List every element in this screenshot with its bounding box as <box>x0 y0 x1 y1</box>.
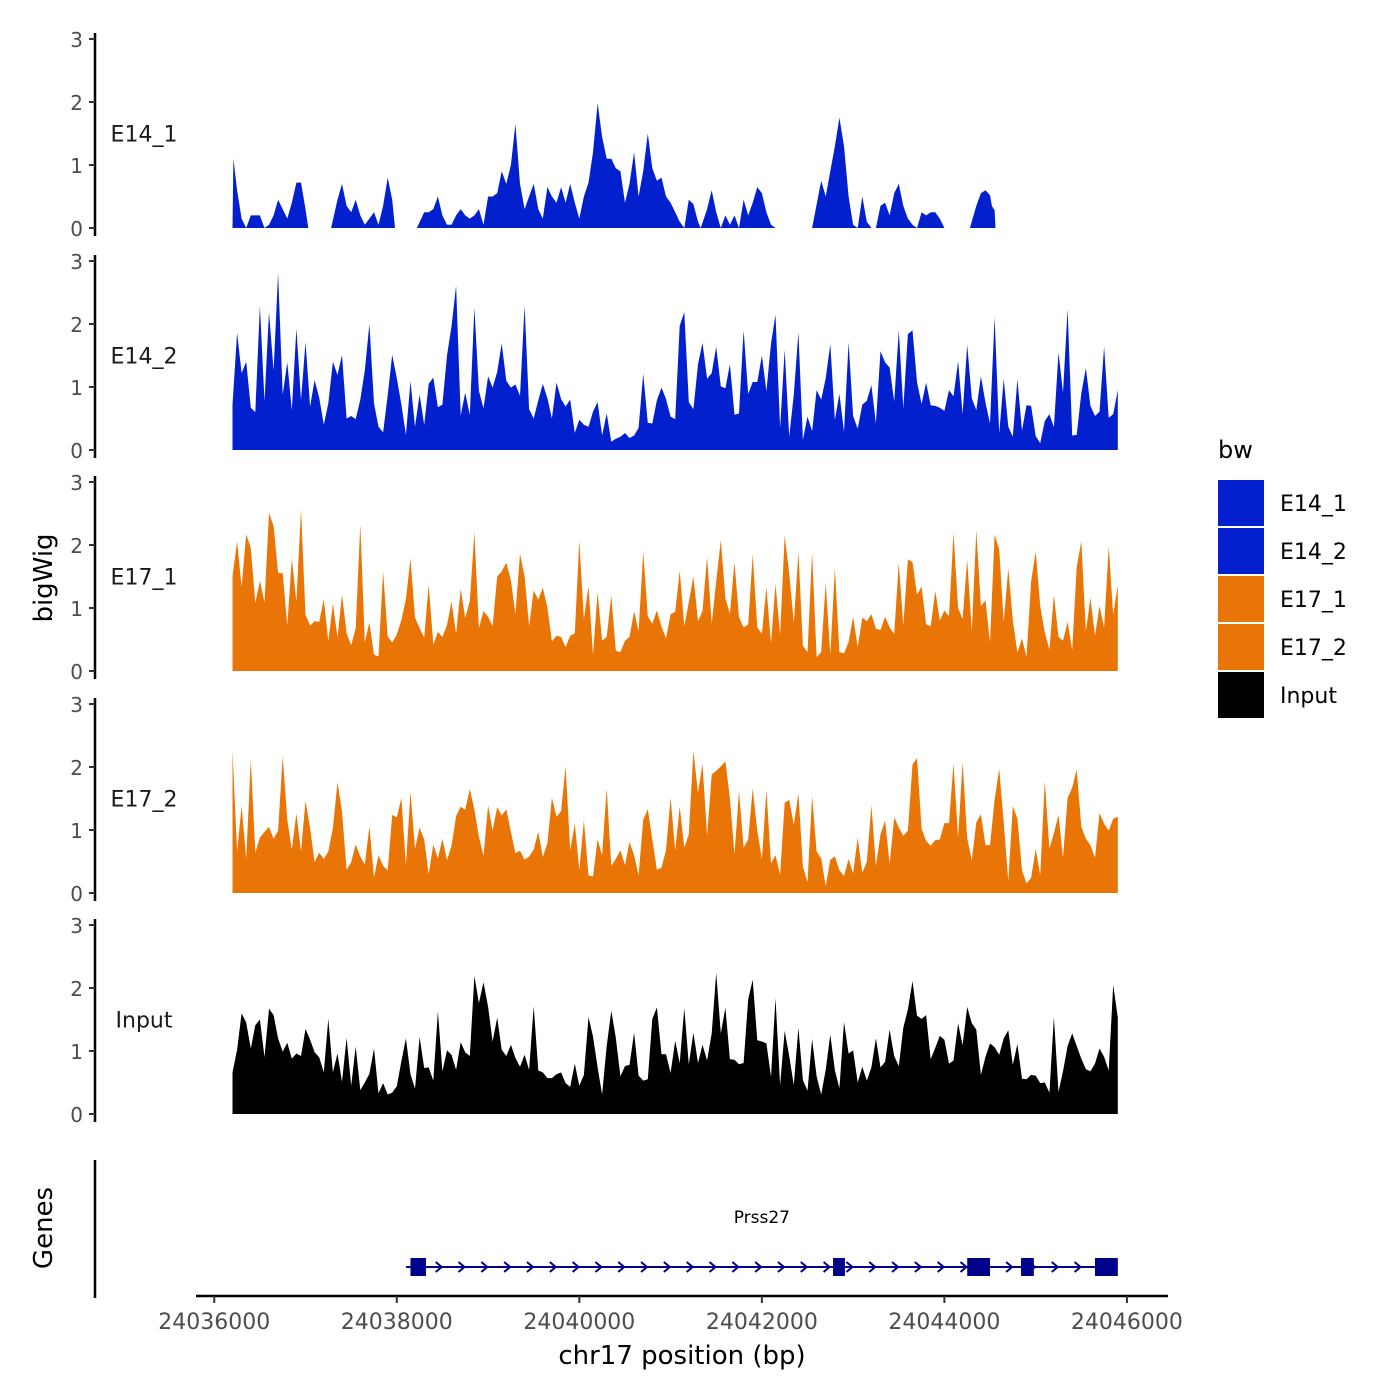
strand-arrow-icon <box>1005 1261 1014 1273</box>
x-tick-label-24038000: 24038000 <box>341 1310 453 1335</box>
genes-track: Prss27 <box>93 1160 1118 1298</box>
strand-arrow-icon <box>640 1261 649 1273</box>
legend: bw E14_1 E14_2 E17_1 E17_2 Input <box>1218 436 1347 718</box>
y-tick-label-e14-2-2: 2 <box>70 313 83 337</box>
track-e14-2: 0 1 2 3 E14_2 <box>70 250 1118 463</box>
legend-swatch-e14-2 <box>1218 528 1264 574</box>
x-tick-label-24036000: 24036000 <box>158 1310 270 1335</box>
legend-swatch-e17-1 <box>1218 576 1264 622</box>
y-tick-label-input-3: 3 <box>70 914 83 938</box>
x-tick-label-24042000: 24042000 <box>706 1310 818 1335</box>
strand-arrow-icon <box>868 1261 877 1273</box>
track-label-e17-1: E17_1 <box>111 566 178 591</box>
gene-prss27: Prss27 <box>405 1208 1118 1276</box>
strand-arrow-icon <box>800 1261 809 1273</box>
y-tick-label-input-2: 2 <box>70 977 83 1001</box>
y-tick-label-e14-1-2: 2 <box>70 91 83 115</box>
exon-5 <box>1094 1258 1118 1276</box>
legend-label-input: Input <box>1280 684 1337 709</box>
y-tick-label-e17-2-1: 1 <box>70 819 83 843</box>
genes-axis-label: Genes <box>29 1187 59 1269</box>
track-label-e14-2: E14_2 <box>111 345 178 370</box>
legend-label-e17-1: E17_1 <box>1280 588 1347 613</box>
y-tick-label-input-0: 0 <box>70 1103 83 1127</box>
y-tick-label-e17-1-0: 0 <box>70 660 83 684</box>
track-e14-1: 0 1 2 3 E14_1 <box>70 28 1000 241</box>
strand-arrow-icon <box>1051 1261 1060 1273</box>
legend-swatch-e14-1 <box>1218 480 1264 526</box>
strand-arrow-icon <box>663 1261 672 1273</box>
legend-swatch-e17-2 <box>1218 624 1264 670</box>
track-label-e17-2: E17_2 <box>111 788 178 813</box>
strand-arrow-icon <box>845 1261 854 1273</box>
strand-arrow-icon <box>435 1261 444 1273</box>
track-e17-1: 0 1 2 3 E17_1 <box>70 471 1118 684</box>
strand-arrow-icon <box>480 1261 489 1273</box>
strand-arrow-icon <box>686 1261 695 1273</box>
gene-name-prss27: Prss27 <box>734 1208 790 1228</box>
legend-swatch-input <box>1218 672 1264 718</box>
strand-arrow-icon <box>571 1261 581 1273</box>
exon-4 <box>1021 1258 1034 1276</box>
area-e14-1-segment-1 <box>331 177 395 228</box>
x-tick-label-24044000: 24044000 <box>888 1310 1000 1335</box>
area-e17-1-segment-0 <box>232 509 1118 671</box>
strand-arrow-icon <box>526 1261 535 1273</box>
y-axis-label: bigWig <box>29 533 59 622</box>
strand-arrow-icon <box>937 1261 946 1273</box>
exon-3 <box>967 1258 991 1276</box>
legend-title: bw <box>1218 436 1253 464</box>
strand-arrow-icon <box>731 1261 740 1273</box>
strand-arrow-icon <box>959 1261 969 1273</box>
strand-arrow-icon <box>822 1261 832 1273</box>
strand-arrow-icon <box>503 1261 512 1273</box>
strand-arrow-icon <box>914 1261 923 1273</box>
legend-label-e14-2: E14_2 <box>1280 540 1347 565</box>
area-e14-2-segment-0 <box>232 273 1118 450</box>
area-e14-1-segment-2 <box>416 103 776 228</box>
strand-arrow-icon <box>891 1261 900 1273</box>
tracks-group: 0 1 2 3 E14_1 0 1 2 3 E14_2 0 1 2 3 E17_1 0 1 2 3 E17_2 0 1 2 3… <box>70 28 1118 1127</box>
area-input-segment-0 <box>232 972 1118 1114</box>
strand-arrow-icon <box>457 1261 467 1273</box>
area-e17-2-segment-0 <box>232 750 1118 893</box>
area-e14-1-segment-0 <box>232 158 309 228</box>
y-tick-label-e17-1-3: 3 <box>70 471 83 495</box>
strand-arrow-icon <box>549 1261 558 1273</box>
y-tick-label-e17-2-0: 0 <box>70 882 83 906</box>
exon-1 <box>410 1258 426 1276</box>
track-input: 0 1 2 3 Input <box>70 914 1118 1127</box>
y-tick-label-e14-1-3: 3 <box>70 28 83 52</box>
y-tick-label-e17-2-3: 3 <box>70 693 83 717</box>
y-tick-label-e14-2-1: 1 <box>70 376 83 400</box>
strand-arrow-icon <box>594 1261 603 1273</box>
y-tick-label-e17-1-2: 2 <box>70 534 83 558</box>
legend-label-e17-2: E17_2 <box>1280 636 1347 661</box>
strand-arrow-icon <box>708 1261 718 1273</box>
x-axis-label: chr17 position (bp) <box>558 1341 805 1371</box>
y-tick-label-e17-2-2: 2 <box>70 756 83 780</box>
track-e17-2: 0 1 2 3 E17_2 <box>70 693 1118 906</box>
y-tick-label-e14-1-1: 1 <box>70 154 83 178</box>
y-tick-label-e14-2-0: 0 <box>70 439 83 463</box>
legend-label-e14-1: E14_1 <box>1280 492 1347 517</box>
exon-2 <box>833 1258 845 1276</box>
y-tick-label-e14-1-0: 0 <box>70 217 83 241</box>
strand-arrow-icon <box>617 1261 626 1273</box>
x-tick-label-24046000: 24046000 <box>1071 1310 1183 1335</box>
strand-arrow-icon <box>1073 1261 1083 1273</box>
track-label-input: Input <box>116 1009 173 1034</box>
x-tick-label-24040000: 24040000 <box>523 1310 635 1335</box>
area-e14-1-segment-3 <box>812 117 949 228</box>
track-label-e14-1: E14_1 <box>111 123 178 148</box>
y-tick-label-e17-1-1: 1 <box>70 597 83 621</box>
y-tick-label-input-1: 1 <box>70 1040 83 1064</box>
x-axis: 24036000 24038000 24040000 24042000 24044000… <box>158 1294 1183 1335</box>
strand-arrow-icon <box>754 1261 763 1273</box>
strand-arrow-icon <box>777 1261 786 1273</box>
y-tick-label-e14-2-3: 3 <box>70 250 83 274</box>
area-e14-1-segment-4 <box>969 190 1000 228</box>
